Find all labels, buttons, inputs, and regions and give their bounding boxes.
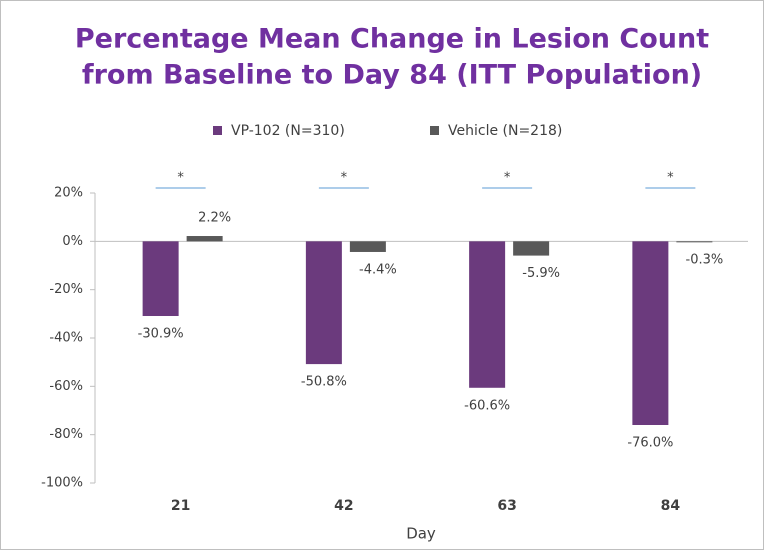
legend-swatch <box>430 126 439 135</box>
bar <box>469 241 506 388</box>
data-label: -5.9% <box>522 266 560 281</box>
y-tick-label: -40% <box>49 331 83 346</box>
bar <box>349 241 386 252</box>
bar <box>305 241 342 365</box>
bar <box>632 241 669 425</box>
significance-mark: * <box>504 171 511 186</box>
legend-label: Vehicle (N=218) <box>448 123 562 139</box>
x-axis-label: Day <box>406 525 436 543</box>
bar <box>142 241 179 317</box>
x-tick-label: 84 <box>661 498 681 514</box>
x-tick-label: 21 <box>171 498 190 514</box>
significance-mark: * <box>177 171 184 186</box>
x-tick-label: 42 <box>334 498 353 514</box>
bar <box>513 241 550 256</box>
chart-title: from Baseline to Day 84 (ITT Population) <box>82 60 702 91</box>
y-tick-label: 0% <box>62 234 83 249</box>
data-label: -4.4% <box>359 262 397 277</box>
data-label: -0.3% <box>686 253 724 268</box>
y-tick-label: -60% <box>49 379 83 394</box>
x-tick-label: 63 <box>497 498 516 514</box>
chart-title: Percentage Mean Change in Lesion Count <box>75 24 709 55</box>
data-label: -76.0% <box>627 436 673 451</box>
y-tick-label: -80% <box>49 427 83 442</box>
bar <box>676 241 713 243</box>
y-tick-label: -100% <box>41 476 83 491</box>
y-tick-label: -20% <box>49 282 83 297</box>
data-label: 2.2% <box>198 211 231 226</box>
data-label: -30.9% <box>138 327 184 342</box>
bar <box>186 236 223 242</box>
significance-mark: * <box>667 171 674 186</box>
y-tick-label: 20% <box>54 186 83 201</box>
legend-label: VP-102 (N=310) <box>231 123 345 139</box>
data-label: -60.6% <box>464 398 510 413</box>
data-label: -50.8% <box>301 375 347 390</box>
legend-swatch <box>213 126 222 135</box>
significance-mark: * <box>341 171 348 186</box>
